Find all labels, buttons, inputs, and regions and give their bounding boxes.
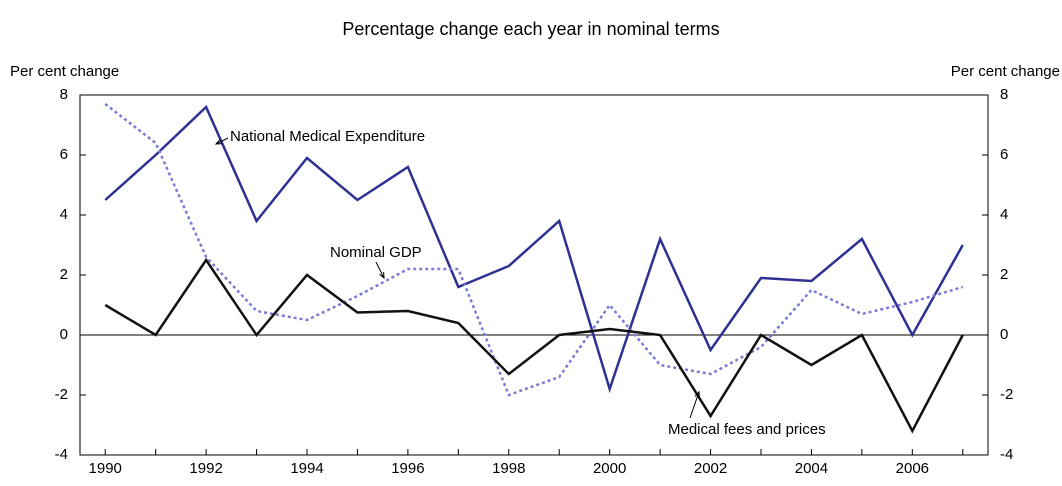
annotation-arrowhead bbox=[379, 271, 385, 280]
series-line bbox=[104, 104, 964, 394]
series-line bbox=[104, 257, 964, 434]
y2-tick-label: 6 bbox=[1000, 146, 1008, 163]
y-tick-label: -4 bbox=[55, 446, 68, 463]
y2-tick-label: 2 bbox=[1000, 266, 1008, 283]
y-tick-label: 8 bbox=[60, 86, 68, 103]
x-tick-label: 2004 bbox=[795, 460, 828, 477]
chart-title: Percentage change each year in nominal t… bbox=[342, 19, 719, 39]
y-tick-label: 6 bbox=[60, 146, 68, 163]
x-tick-label: 1992 bbox=[189, 460, 222, 477]
x-tick-label: 2002 bbox=[694, 460, 727, 477]
annotation-arrow bbox=[375, 261, 385, 279]
series-label: National Medical Expenditure bbox=[230, 128, 425, 145]
x-tick-label: 2006 bbox=[896, 460, 929, 477]
y-tick-label: -2 bbox=[55, 386, 68, 403]
annotation-arrowhead bbox=[214, 139, 223, 145]
y2-tick-label: 4 bbox=[1000, 206, 1008, 223]
y-tick-label: 2 bbox=[60, 266, 68, 283]
y2-tick-label: 8 bbox=[1000, 86, 1008, 103]
series-label: Nominal GDP bbox=[330, 244, 422, 261]
annotation-arrowhead bbox=[694, 390, 700, 399]
y-tick-label: 4 bbox=[60, 206, 68, 223]
y2-tick-label: -2 bbox=[1000, 386, 1013, 403]
series-label: Medical fees and prices bbox=[668, 421, 826, 438]
annotation-arrow bbox=[689, 391, 700, 419]
x-tick-label: 1996 bbox=[391, 460, 424, 477]
y-tick-label: 0 bbox=[60, 326, 68, 343]
series-line bbox=[104, 103, 964, 397]
x-tick-label: 2000 bbox=[593, 460, 626, 477]
annotation-arrow bbox=[215, 137, 229, 145]
y2-axis-label: Per cent change bbox=[951, 63, 1060, 80]
x-tick-label: 1998 bbox=[492, 460, 525, 477]
y2-tick-label: -4 bbox=[1000, 446, 1013, 463]
y-axis-label: Per cent change bbox=[10, 63, 119, 80]
y2-tick-label: 0 bbox=[1000, 326, 1008, 343]
x-tick-label: 1990 bbox=[89, 460, 122, 477]
x-tick-label: 1994 bbox=[290, 460, 323, 477]
